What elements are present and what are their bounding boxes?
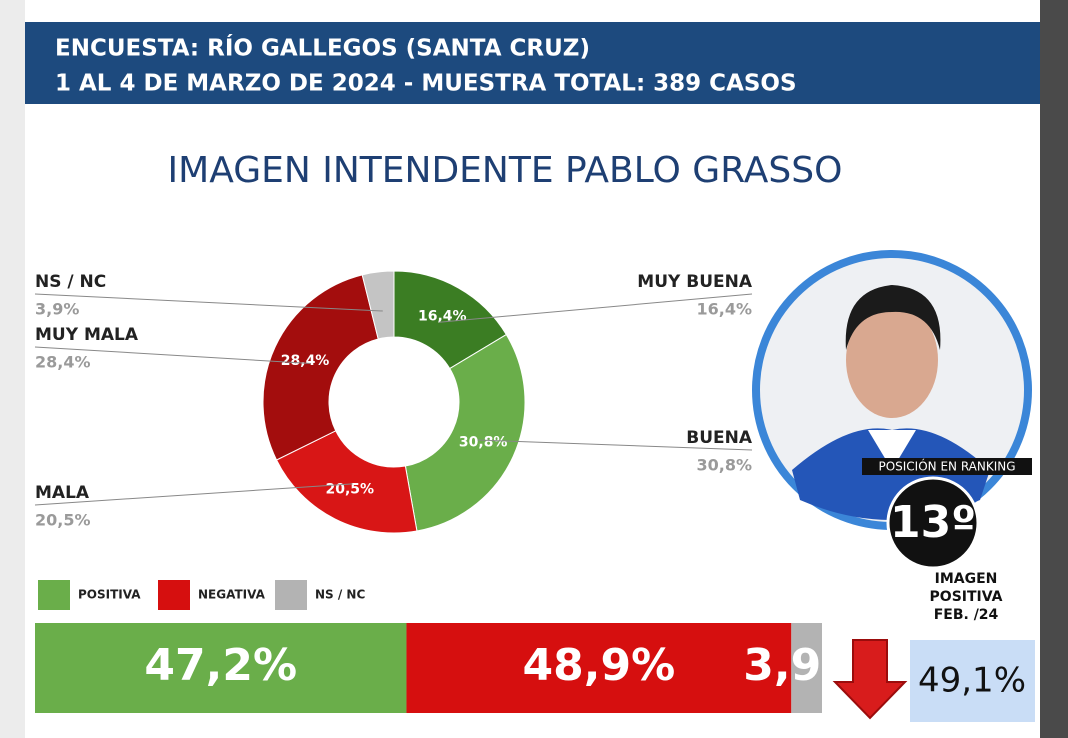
bar-segment <box>35 623 407 713</box>
leader-line <box>439 293 753 323</box>
bar-group: 47,2% 48,9% 3,9 <box>35 623 822 713</box>
outer-value: 20,5% <box>35 511 91 530</box>
trend-arrow <box>832 639 908 720</box>
donut-slice <box>275 430 418 534</box>
previous-label: IMAGEN <box>935 571 998 587</box>
bar-label: 3,9 <box>743 640 821 691</box>
outer-category: MALA <box>35 483 90 503</box>
ranking-label-bg <box>862 458 1032 475</box>
chart-title: IMAGEN INTENDENTE PABLO GRASSO <box>168 150 843 191</box>
bar-label: 48,9% <box>523 640 676 691</box>
legend-label: POSITIVA <box>78 588 141 602</box>
previous-value: 49,1% <box>918 661 1026 701</box>
outer-value: 3,9% <box>35 300 79 319</box>
ranking-position: 13º <box>890 497 976 548</box>
bar-label: 47,2% <box>144 640 297 691</box>
outer-category: MUY MALA <box>35 325 139 345</box>
outer-category: NS / NC <box>35 272 106 292</box>
legend-swatch <box>38 580 70 610</box>
previous-label: FEB. /24 <box>934 607 999 623</box>
header-band <box>25 22 1040 104</box>
leader-line <box>34 346 311 364</box>
slice-label: 20,5% <box>325 481 374 497</box>
outer-category: BUENA <box>686 428 753 448</box>
outer-value: 30,8% <box>696 456 752 475</box>
photo-hair <box>845 285 941 350</box>
legend-label: NS / NC <box>315 588 365 602</box>
donut-slice <box>393 270 508 370</box>
bar-segment <box>406 623 792 713</box>
ranking-label: POSICIÓN EN RANKING <box>878 459 1015 474</box>
donut-slice <box>361 270 395 340</box>
header-line: ENCUESTA: RÍO GALLEGOS (SANTA CRUZ) <box>55 34 590 62</box>
bar-segment <box>791 623 822 713</box>
previous-label: POSITIVA <box>930 589 1003 605</box>
outer-category: MUY BUENA <box>637 272 753 292</box>
previous-box <box>910 640 1035 722</box>
header-line: 1 AL 4 DE MARZO DE 2024 - MUESTRA TOTAL:… <box>55 71 797 97</box>
leader-line <box>477 439 753 451</box>
outer-value: 28,4% <box>35 353 91 372</box>
legend-swatch <box>158 580 190 610</box>
slice-label: 30,8% <box>459 435 508 451</box>
ranking-badge <box>886 476 980 570</box>
legend-label: NEGATIVA <box>198 588 266 602</box>
outer-value: 16,4% <box>696 300 752 319</box>
leader-line <box>34 483 353 506</box>
slice-label: 28,4% <box>281 353 330 369</box>
edge <box>1040 0 1068 738</box>
photo-shirt <box>868 430 916 470</box>
photo-face <box>846 302 938 418</box>
legend-swatch <box>275 580 307 610</box>
donut-slice <box>404 333 526 532</box>
donut-hole <box>330 338 458 466</box>
donut-slice <box>262 274 379 461</box>
leader-line <box>34 293 383 312</box>
